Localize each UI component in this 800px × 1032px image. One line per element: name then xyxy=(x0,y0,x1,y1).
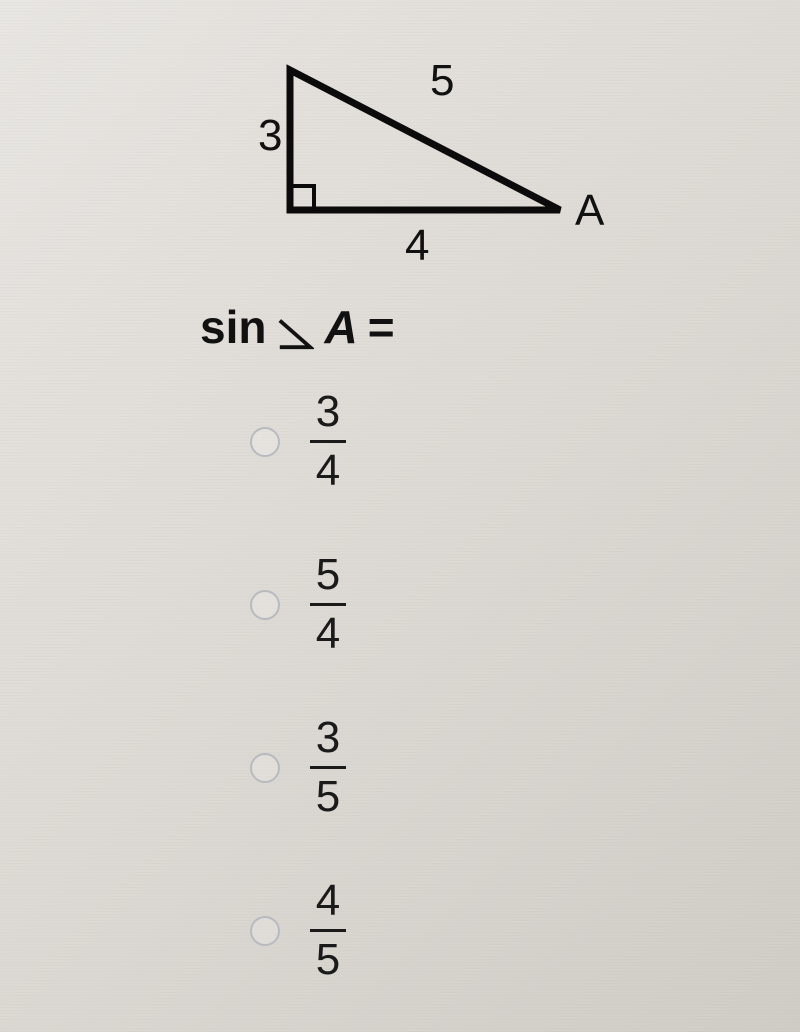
numerator: 3 xyxy=(316,716,340,760)
numerator: 4 xyxy=(316,879,340,923)
fraction-2: 5 4 xyxy=(310,553,346,656)
denominator: 5 xyxy=(316,938,340,982)
numerator: 5 xyxy=(316,553,340,597)
side-label-5: 5 xyxy=(430,56,454,105)
radio-icon[interactable] xyxy=(250,427,280,457)
fraction-3: 3 5 xyxy=(310,716,346,819)
radio-icon[interactable] xyxy=(250,590,280,620)
option-4[interactable]: 4 5 xyxy=(250,879,346,982)
side-label-4: 4 xyxy=(405,221,429,270)
options-list: 3 4 5 4 3 5 4 5 xyxy=(250,390,346,982)
numerator: 3 xyxy=(316,390,340,434)
fraction-bar xyxy=(310,766,346,769)
angle-icon xyxy=(276,308,314,346)
fraction-4: 4 5 xyxy=(310,879,346,982)
triangle-shape xyxy=(290,70,560,210)
fraction-bar xyxy=(310,929,346,932)
fraction-bar xyxy=(310,603,346,606)
vertex-label-A: A xyxy=(575,186,605,235)
radio-icon[interactable] xyxy=(250,753,280,783)
option-3[interactable]: 3 5 xyxy=(250,716,346,819)
equals-sign: = xyxy=(368,300,395,354)
question-text: sin A = xyxy=(200,300,395,354)
denominator: 5 xyxy=(316,775,340,819)
option-2[interactable]: 5 4 xyxy=(250,553,346,656)
fraction-bar xyxy=(310,440,346,443)
denominator: 4 xyxy=(316,449,340,493)
fraction-1: 3 4 xyxy=(310,390,346,493)
side-label-3: 3 xyxy=(258,111,282,160)
denominator: 4 xyxy=(316,612,340,656)
sin-label: sin xyxy=(200,300,266,354)
triangle-diagram: 3 5 4 A xyxy=(230,40,610,280)
variable-A: A xyxy=(324,300,357,354)
radio-icon[interactable] xyxy=(250,916,280,946)
option-1[interactable]: 3 4 xyxy=(250,390,346,493)
